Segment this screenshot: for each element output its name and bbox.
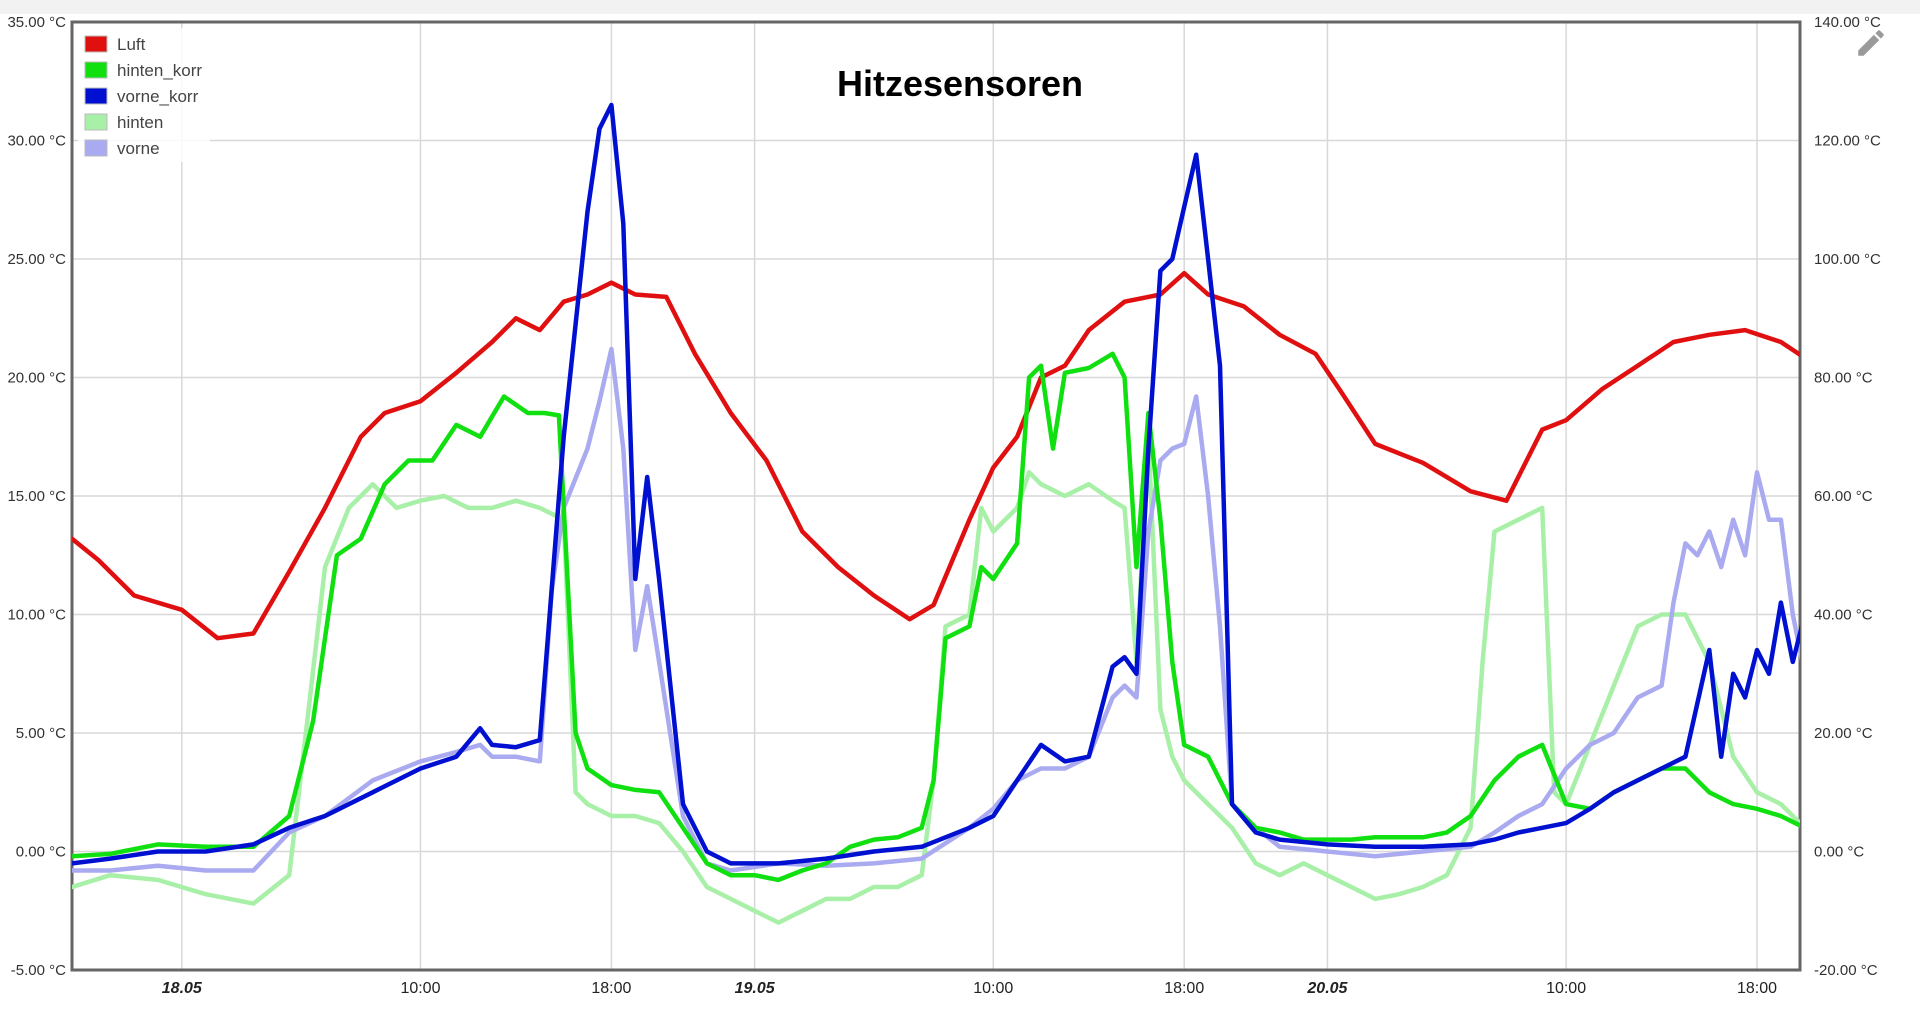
x-tick-label: 18:00 — [591, 980, 631, 997]
series-line-vorne-korr — [72, 102, 1800, 866]
x-tick-label: 10:00 — [1546, 980, 1586, 997]
left-tick-label: 35.00 °C — [7, 14, 66, 31]
legend-label[interactable]: Luft — [117, 35, 146, 54]
legend-swatch — [84, 87, 108, 105]
x-tick-label: 18.05 — [162, 980, 203, 997]
right-tick-label: 80.00 °C — [1814, 370, 1873, 387]
axis-labels: 35.00 °C 140.00 °C 30.00 °C 120.00 °C 25.00 … — [7, 14, 1881, 997]
left-tick-label: 15.00 °C — [7, 488, 66, 505]
left-tick-label: 5.00 °C — [16, 725, 66, 742]
right-tick-label: -20.00 °C — [1814, 962, 1878, 979]
x-tick-label: 19.05 — [735, 980, 776, 997]
series-line-hinten — [72, 434, 1800, 925]
right-tick-label: 60.00 °C — [1814, 488, 1873, 505]
series-line-hinten-korr — [72, 351, 1800, 883]
right-tick-label: 120.00 °C — [1814, 133, 1881, 150]
legend-swatch — [84, 113, 108, 131]
series-line-vorne — [72, 346, 1800, 873]
legend-swatch — [84, 139, 108, 157]
chart-title: Hitzesensoren — [837, 63, 1083, 104]
top-strip — [0, 0, 1920, 14]
legend-swatch — [84, 61, 108, 79]
left-tick-label: 0.00 °C — [16, 844, 66, 861]
x-tick-label: 10:00 — [973, 980, 1013, 997]
left-tick-label: 20.00 °C — [7, 370, 66, 387]
left-tick-label: -5.00 °C — [11, 962, 66, 979]
series-line-Luft — [72, 270, 1800, 641]
x-tick-label: 10:00 — [400, 980, 440, 997]
legend-label[interactable]: vorne — [117, 139, 160, 158]
plot-frame — [70, 20, 1802, 972]
right-tick-label: 20.00 °C — [1814, 725, 1873, 742]
x-tick-label: 18:00 — [1164, 980, 1204, 997]
left-tick-label: 25.00 °C — [7, 251, 66, 268]
left-tick-label: 30.00 °C — [7, 133, 66, 150]
right-tick-label: 100.00 °C — [1814, 251, 1881, 268]
pencil-icon[interactable] — [1854, 26, 1888, 60]
legend-swatch — [84, 35, 108, 53]
x-tick-label: 18:00 — [1737, 980, 1777, 997]
legend-label[interactable]: hinten — [117, 113, 163, 132]
right-tick-label: 40.00 °C — [1814, 607, 1873, 624]
right-tick-label: 140.00 °C — [1814, 14, 1881, 31]
left-tick-label: 10.00 °C — [7, 607, 66, 624]
legend-label[interactable]: hinten_korr — [117, 61, 202, 80]
right-tick-label: 0.00 °C — [1814, 844, 1864, 861]
series-layer — [72, 102, 1800, 925]
x-tick-label: 20.05 — [1306, 980, 1348, 997]
legend-label[interactable]: vorne_korr — [117, 87, 199, 106]
